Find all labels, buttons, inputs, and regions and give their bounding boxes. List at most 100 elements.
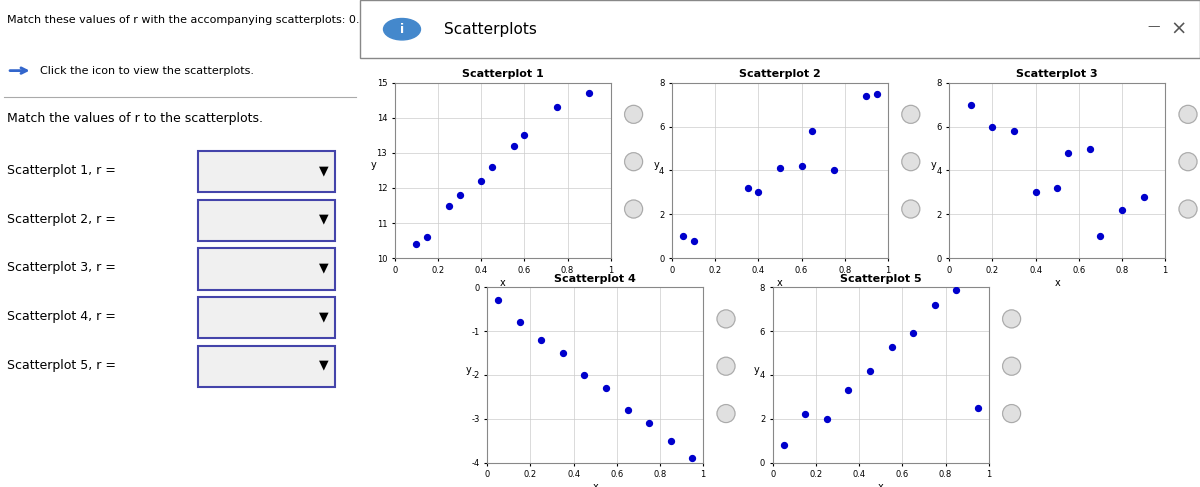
Point <box>749 188 768 196</box>
Point <box>868 90 887 98</box>
Circle shape <box>1180 105 1196 123</box>
Point <box>504 142 523 150</box>
Point <box>983 123 1002 131</box>
X-axis label: x: x <box>1055 278 1060 287</box>
Text: Match these values of r with the accompanying scatterplots: 0.42,  −0.781, −1, 1: Match these values of r with the accompa… <box>7 15 530 25</box>
Point <box>482 163 502 171</box>
Point <box>904 329 923 337</box>
FancyBboxPatch shape <box>198 151 335 192</box>
Circle shape <box>718 405 734 423</box>
Circle shape <box>1003 310 1020 328</box>
Point <box>596 384 616 392</box>
Point <box>839 387 858 394</box>
Point <box>683 454 702 462</box>
Circle shape <box>1180 153 1196 170</box>
Text: Scatterplot 2, r =: Scatterplot 2, r = <box>7 213 116 225</box>
X-axis label: x: x <box>778 278 782 287</box>
Point <box>803 127 822 135</box>
Point <box>1091 232 1110 240</box>
Title: Scatterplot 1: Scatterplot 1 <box>462 69 544 79</box>
FancyBboxPatch shape <box>198 346 335 387</box>
Circle shape <box>718 357 734 375</box>
Y-axis label: y: y <box>930 160 936 170</box>
Point <box>532 336 551 344</box>
Point <box>472 177 491 185</box>
Point <box>407 240 426 248</box>
Point <box>618 406 637 414</box>
Point <box>817 415 836 423</box>
Title: Scatterplot 4: Scatterplot 4 <box>554 274 636 284</box>
Point <box>515 131 534 139</box>
FancyBboxPatch shape <box>198 297 335 338</box>
Text: Click the icon to view the scatterplots.: Click the icon to view the scatterplots. <box>40 66 253 75</box>
Point <box>1112 206 1132 214</box>
Point <box>488 297 508 304</box>
Text: ×: × <box>1171 19 1187 39</box>
Y-axis label: y: y <box>653 160 659 170</box>
Text: ▼: ▼ <box>319 310 329 323</box>
FancyBboxPatch shape <box>198 200 335 241</box>
Circle shape <box>1003 357 1020 375</box>
Point <box>860 367 880 375</box>
Circle shape <box>625 200 642 218</box>
Title: Scatterplot 5: Scatterplot 5 <box>840 274 922 284</box>
Point <box>774 441 793 449</box>
Text: Scatterplot 5, r =: Scatterplot 5, r = <box>7 359 116 372</box>
Point <box>770 165 790 172</box>
Text: ▼: ▼ <box>319 164 329 177</box>
Point <box>510 318 529 326</box>
Point <box>1026 188 1045 196</box>
Circle shape <box>902 105 919 123</box>
Point <box>684 237 703 244</box>
Text: ▼: ▼ <box>319 359 329 372</box>
Text: i: i <box>400 23 404 36</box>
Text: Match the values of r to the scatterplots.: Match the values of r to the scatterplot… <box>7 112 263 125</box>
Title: Scatterplot 3: Scatterplot 3 <box>1016 69 1098 79</box>
FancyBboxPatch shape <box>360 0 1200 58</box>
Circle shape <box>718 310 734 328</box>
Point <box>857 92 876 100</box>
Point <box>1004 127 1024 135</box>
Point <box>925 301 944 309</box>
Point <box>640 419 659 427</box>
Point <box>661 437 680 445</box>
Point <box>961 101 980 109</box>
Circle shape <box>384 19 420 40</box>
Point <box>553 349 572 357</box>
Text: ▼: ▼ <box>319 213 329 225</box>
Circle shape <box>625 105 642 123</box>
Circle shape <box>625 153 642 170</box>
Point <box>1134 193 1153 201</box>
Point <box>673 232 692 240</box>
Point <box>418 233 437 241</box>
Y-axis label: y: y <box>371 160 377 170</box>
Circle shape <box>902 200 919 218</box>
Point <box>824 167 844 174</box>
Circle shape <box>1003 405 1020 423</box>
Title: Scatterplot 2: Scatterplot 2 <box>739 69 821 79</box>
X-axis label: x: x <box>500 278 505 287</box>
Point <box>580 90 599 97</box>
Point <box>738 184 757 192</box>
Point <box>947 285 966 293</box>
Text: ▼: ▼ <box>319 262 329 274</box>
Point <box>1080 145 1099 152</box>
Text: Scatterplots: Scatterplots <box>444 22 536 37</box>
Point <box>796 411 815 418</box>
Point <box>450 191 469 199</box>
Point <box>547 103 566 111</box>
Y-axis label: y: y <box>466 365 472 375</box>
Point <box>792 162 811 170</box>
Point <box>882 343 901 351</box>
Y-axis label: y: y <box>754 365 760 375</box>
Point <box>1058 149 1078 157</box>
Circle shape <box>902 153 919 170</box>
X-axis label: x: x <box>593 482 598 487</box>
Point <box>1048 184 1067 192</box>
Text: Scatterplot 4, r =: Scatterplot 4, r = <box>7 310 116 323</box>
Text: —: — <box>1147 20 1160 33</box>
FancyBboxPatch shape <box>198 248 335 290</box>
Point <box>439 202 458 209</box>
X-axis label: x: x <box>878 482 883 487</box>
Text: Scatterplot 3, r =: Scatterplot 3, r = <box>7 262 116 274</box>
